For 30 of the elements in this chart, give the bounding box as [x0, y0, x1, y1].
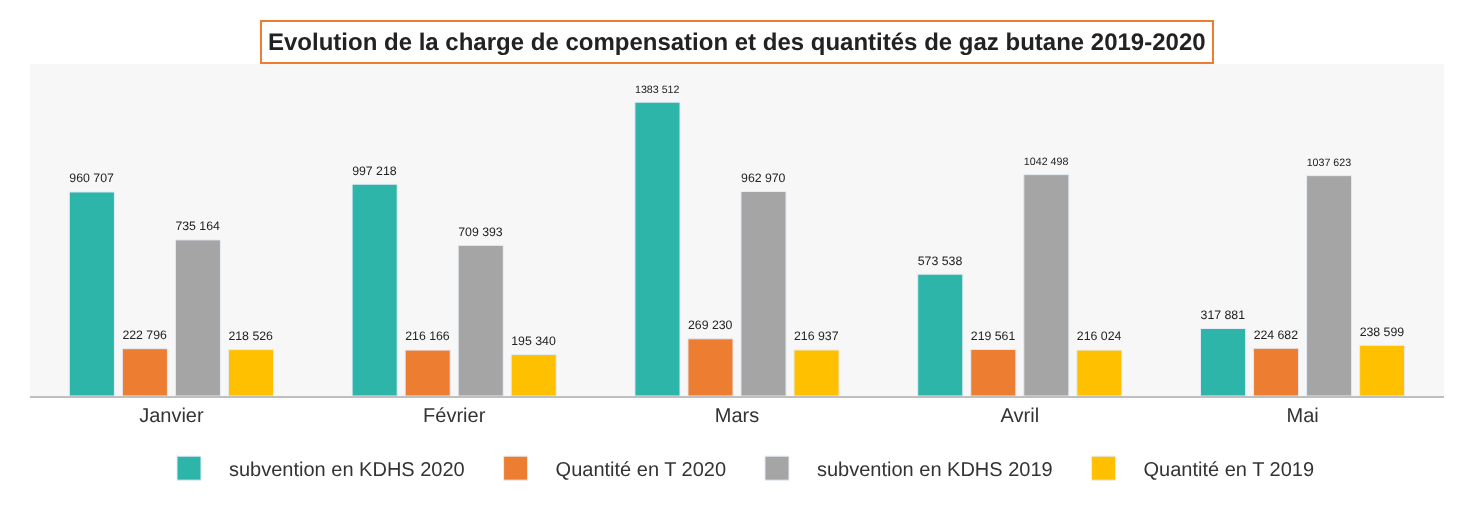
- legend-label: Quantité en T 2019: [1143, 459, 1315, 482]
- x-tick-label: Avril: [1000, 406, 1040, 428]
- bar: [793, 349, 840, 396]
- bar: [457, 244, 504, 396]
- chart-title: Evolution de la charge de compensation et des quantités de gaz butane 2019-2020: [268, 28, 1207, 56]
- bar: [174, 239, 221, 396]
- bar: [1076, 349, 1123, 396]
- bar: [351, 183, 398, 396]
- bar: [1023, 174, 1070, 396]
- x-tick-label: Mai: [1286, 406, 1319, 428]
- bar: [970, 348, 1017, 396]
- bar: [634, 101, 681, 396]
- bar: [1253, 347, 1300, 396]
- bar: [121, 348, 168, 396]
- legend-label: Quantité en T 2020: [555, 459, 727, 482]
- x-tick-label: Janvier: [139, 406, 205, 428]
- legend-label: subvention en KDHS 2019: [816, 459, 1054, 482]
- bar: [1200, 328, 1247, 396]
- bar: [1359, 344, 1406, 396]
- bar: [740, 191, 787, 396]
- bar: [227, 349, 274, 396]
- bar: [917, 273, 964, 396]
- x-tick-label: Mars: [714, 406, 760, 428]
- bar: [687, 338, 734, 396]
- bar: [510, 354, 557, 396]
- legend-label: subvention en KDHS 2020: [229, 459, 466, 482]
- bar: [1306, 175, 1353, 396]
- x-tick-label: Février: [423, 406, 487, 428]
- bar: [68, 191, 115, 396]
- bar: [404, 349, 451, 396]
